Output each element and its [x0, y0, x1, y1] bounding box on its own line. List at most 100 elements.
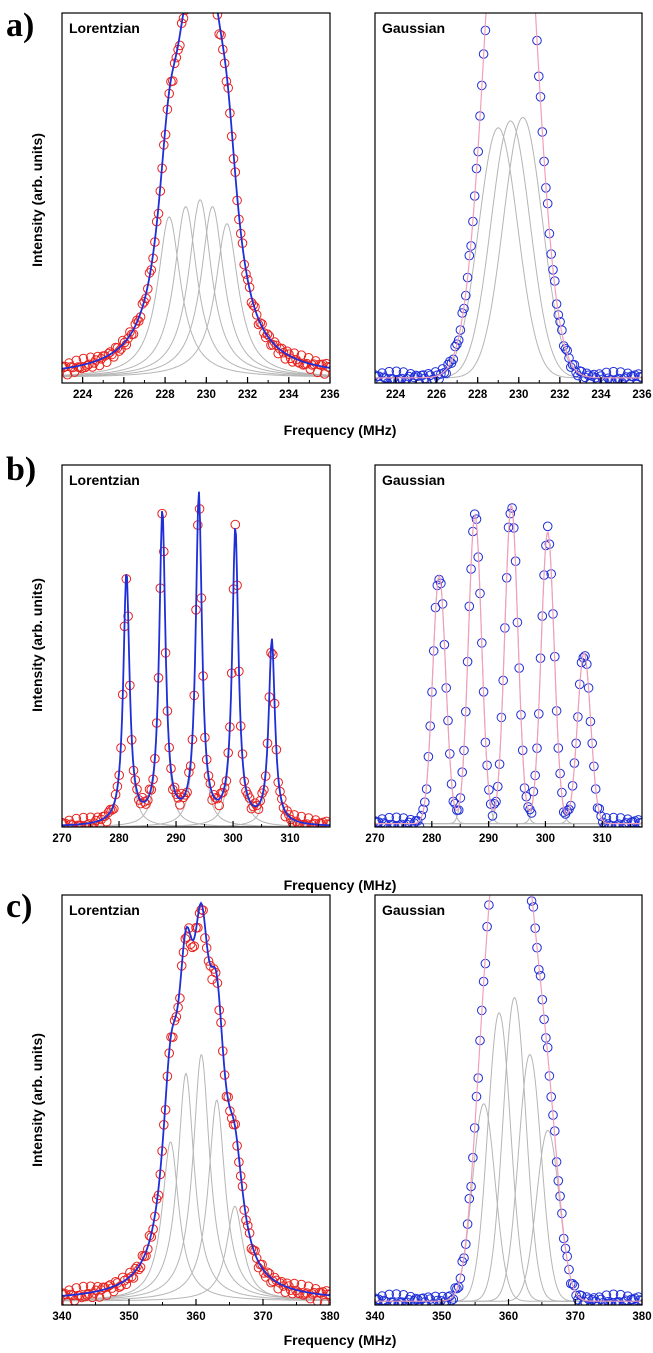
- data-point: [637, 372, 642, 382]
- x-tick-label: 236: [632, 389, 651, 401]
- x-tick-label: 226: [114, 389, 133, 401]
- data-point: [411, 1293, 421, 1304]
- data-point: [608, 366, 619, 377]
- panel-title: Lorentzian: [69, 20, 140, 36]
- x-axis-label-c: Frequency (MHz): [284, 1332, 397, 1348]
- component-curve-3: [62, 199, 330, 377]
- x-tick-label: 370: [253, 1311, 272, 1323]
- data-point: [412, 371, 423, 382]
- panel-title: Gaussian: [382, 472, 445, 488]
- x-axis-label-a: Frequency (MHz): [284, 422, 397, 438]
- data-point: [596, 811, 606, 822]
- panel-c-lorentzian: 340 350 360 370 380 Lorentzian: [52, 894, 340, 1323]
- data-point: [524, 854, 533, 863]
- data-point: [612, 374, 622, 383]
- data-point: [376, 1303, 384, 1305]
- data-point: [80, 1291, 90, 1302]
- plot-frame: [374, 464, 643, 828]
- data-point: [278, 803, 289, 813]
- panel-c-gaussian: 340 350 360 370 380 Gaussian: [365, 768, 652, 1323]
- data-point: [542, 521, 553, 532]
- data-point: [531, 2, 540, 11]
- data-point: [612, 1298, 622, 1305]
- data-point: [625, 825, 634, 827]
- data-point: [414, 378, 425, 383]
- data-point: [395, 1298, 405, 1305]
- data-point: [391, 1289, 402, 1299]
- data-point: [486, 880, 495, 889]
- x-tick-label: 310: [280, 833, 299, 845]
- component-curve-1: [375, 1103, 642, 1302]
- x-tick-label: 300: [223, 833, 242, 845]
- data-point: [187, 942, 198, 953]
- data-point: [582, 1292, 592, 1302]
- data-point: [181, 13, 190, 15]
- plot-area: [62, 901, 330, 1305]
- data-point: [571, 1290, 581, 1301]
- data-point: [211, 0, 220, 7]
- component-curve-4: [62, 206, 330, 377]
- x-tick-label: 360: [186, 1311, 205, 1323]
- data-point: [526, 871, 535, 880]
- data-point: [601, 367, 612, 378]
- component-curve-1: [62, 216, 330, 378]
- fit-envelope: [375, 895, 642, 1302]
- data-point: [585, 1301, 595, 1305]
- data-point: [416, 810, 427, 821]
- data-point: [130, 1263, 141, 1274]
- data-point: [289, 1278, 300, 1289]
- data-point: [383, 1302, 392, 1305]
- data-point: [168, 76, 178, 86]
- data-point: [255, 318, 266, 328]
- data-point: [268, 339, 278, 350]
- data-point: [391, 812, 402, 823]
- plot-area: [62, 0, 330, 380]
- data-point: [296, 350, 307, 361]
- data-point: [407, 378, 418, 383]
- x-tick-label: 350: [119, 1311, 138, 1323]
- fit-envelope: [375, 13, 642, 379]
- data-point: [508, 768, 517, 777]
- data-point: [384, 1289, 395, 1300]
- data-point: [175, 40, 185, 51]
- data-point: [255, 796, 266, 806]
- data-point: [605, 1298, 615, 1305]
- data-point: [396, 819, 407, 827]
- x-tick-label: 340: [365, 1311, 384, 1323]
- x-tick-label: 300: [536, 833, 555, 845]
- data-point: [452, 1283, 462, 1294]
- data-point: [75, 820, 85, 827]
- x-tick-label: 234: [591, 389, 611, 401]
- x-tick-label: 380: [632, 1311, 651, 1323]
- data-point: [264, 331, 275, 341]
- x-tick-label: 228: [468, 389, 488, 401]
- data-point: [262, 1267, 273, 1278]
- x-tick-label: 340: [52, 1311, 71, 1323]
- data-point: [389, 376, 400, 383]
- data-point: [314, 826, 321, 827]
- data-point: [82, 820, 92, 827]
- data-point: [501, 775, 510, 784]
- plot-frame: [61, 894, 331, 1306]
- data-point: [605, 375, 615, 383]
- data-point: [189, 941, 199, 952]
- data-point: [469, 509, 480, 520]
- data-point: [85, 352, 96, 363]
- data-point: [78, 1281, 89, 1292]
- data-point: [62, 818, 71, 827]
- data-point: [168, 1032, 178, 1042]
- x-tick-label: 290: [166, 833, 185, 845]
- data-point: [96, 354, 107, 364]
- x-tick-label: 226: [427, 389, 446, 401]
- data-point: [375, 1294, 384, 1305]
- x-tick-label: 270: [365, 833, 384, 845]
- x-tick-label: 230: [197, 389, 216, 401]
- component-curve-2: [375, 513, 642, 825]
- x-tick-label: 270: [52, 833, 71, 845]
- data-point: [511, 769, 520, 778]
- data-point: [214, 800, 224, 811]
- y-axis-label-c: Intensity (arb. units): [29, 1033, 45, 1167]
- data-point: [230, 519, 241, 530]
- data-point: [212, 13, 223, 20]
- fit-envelope: [62, 13, 330, 370]
